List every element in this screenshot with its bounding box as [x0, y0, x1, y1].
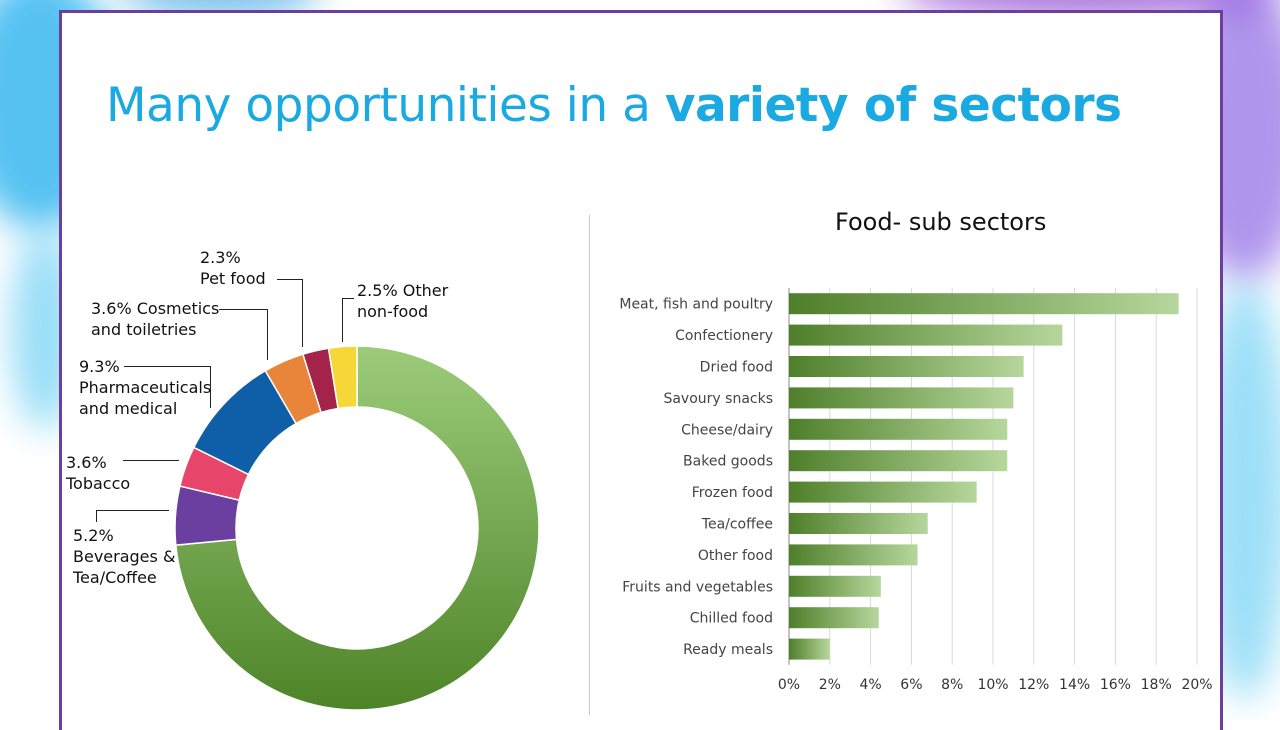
slice-label-beverages: 5.2% Beverages & Tea/Coffee [73, 526, 176, 587]
slice-label-other-non-food: 2.5% Other non-food [357, 281, 449, 321]
title-regular-text: Many opportunities in a [106, 78, 665, 133]
leader-line-cosmetics [219, 309, 267, 310]
leader-line-pharmaceuticals [124, 366, 211, 367]
slice-label-cosmetics: 3.6% Cosmetics and toiletries [91, 299, 220, 339]
leader-line-pet-food [302, 279, 303, 347]
leader-line-cosmetics [267, 309, 268, 360]
slice-label-pharmaceuticals: 9.3% Pharmaceuticals and medical [79, 357, 212, 418]
bar-chart-title: Food- sub sectors [835, 208, 1047, 236]
leader-line-other [342, 298, 354, 299]
leader-line-pharmaceuticals [210, 366, 211, 408]
leader-line-other [342, 298, 343, 342]
leader-line-beverages [96, 510, 97, 522]
leader-line-pet-food [277, 279, 302, 280]
slide-title: Many opportunities in a variety of secto… [106, 78, 1122, 133]
title-bold-text: variety of sectors [664, 78, 1122, 133]
slice-label-pet-food: 2.3% Pet food [200, 248, 266, 288]
leader-line-beverages [96, 510, 169, 511]
chart-divider [589, 215, 590, 715]
leader-line-tobacco [123, 460, 179, 461]
slice-label-tobacco: 3.6% Tobacco [66, 453, 131, 493]
